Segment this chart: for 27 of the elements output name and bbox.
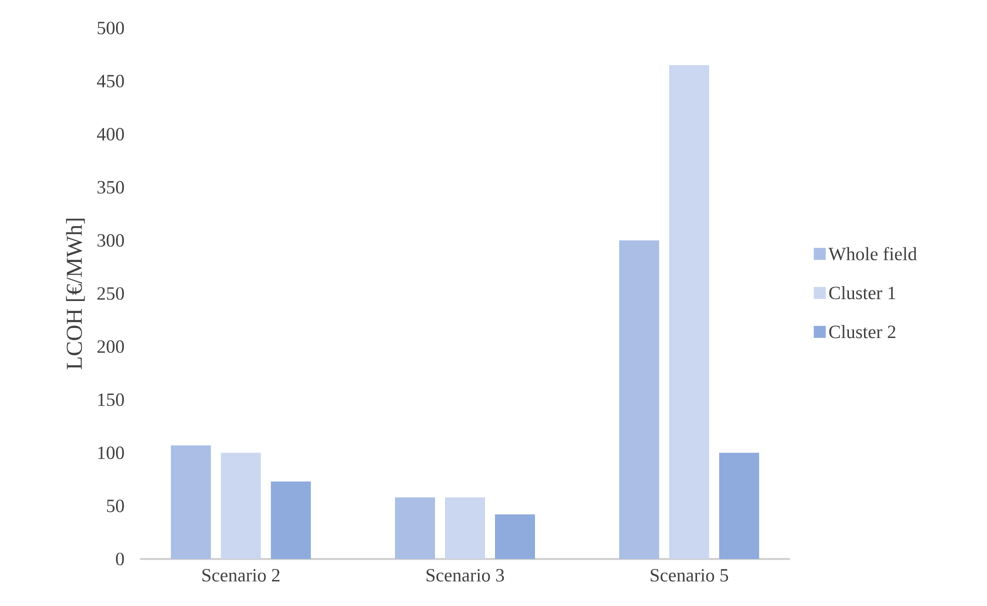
bar	[719, 452, 760, 559]
legend-label: Cluster 2	[829, 325, 896, 338]
bar	[220, 452, 261, 559]
bar	[395, 497, 436, 559]
y-tick-label: 50	[107, 500, 124, 512]
x-tick-label: Scenario 2	[202, 569, 280, 582]
y-tick-label: 200	[97, 340, 124, 353]
bar	[445, 497, 486, 559]
bar	[170, 445, 211, 559]
bar	[669, 65, 710, 559]
legend-label: Whole field	[828, 246, 917, 260]
x-tick-label: Scenario 5	[650, 569, 728, 582]
bar	[270, 481, 311, 559]
y-tick-label: 350	[98, 180, 124, 194]
y-tick-label: 250	[97, 287, 124, 300]
legend-label: Cluster 1	[829, 286, 896, 300]
bar	[619, 240, 660, 559]
y-tick-label: 450	[96, 74, 124, 88]
y-tick-label: 150	[98, 393, 124, 406]
y-tick-label: 100	[98, 446, 124, 460]
y-tick-label: 0	[116, 552, 124, 566]
bar	[495, 514, 536, 559]
y-axis-title: LCOH [€/MWh]	[66, 218, 85, 370]
x-tick-label: Scenario 3	[426, 569, 504, 582]
y-tick-label: 500	[98, 22, 124, 34]
y-tick-label: 400	[96, 128, 124, 140]
y-tick-label: 300	[98, 234, 124, 247]
